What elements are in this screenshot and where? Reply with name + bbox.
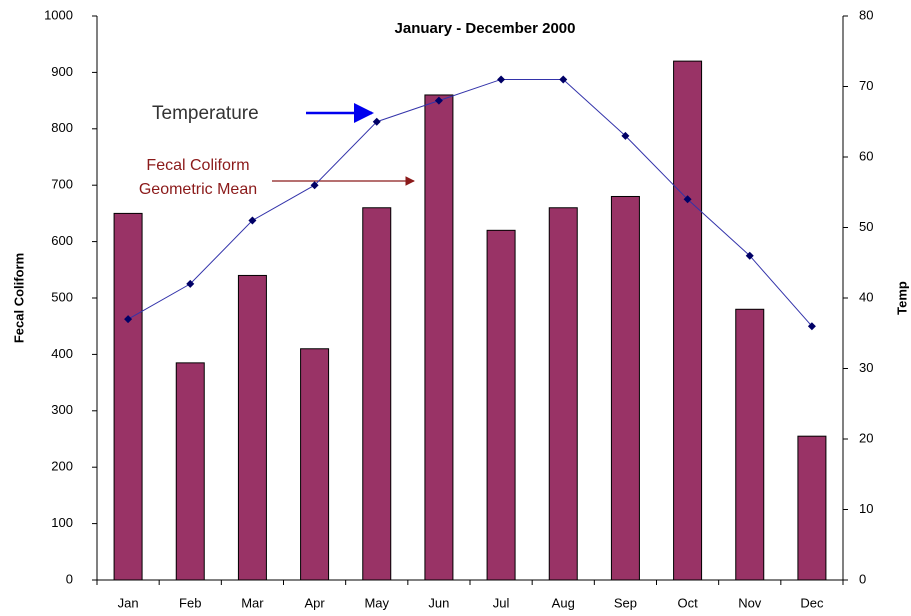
marker xyxy=(186,279,195,288)
marker xyxy=(745,251,754,260)
y-tick-label: 700 xyxy=(51,177,73,192)
bar xyxy=(237,274,267,581)
x-tick-label: Sep xyxy=(614,595,637,610)
y-tick-label: 400 xyxy=(51,346,73,361)
bar xyxy=(797,435,827,581)
bar xyxy=(548,207,578,581)
y2-tick-label: 30 xyxy=(859,360,873,375)
marker xyxy=(559,75,568,84)
annotation: Temperature xyxy=(152,103,259,124)
y2-tick-label: 60 xyxy=(859,148,873,163)
annotation: Geometric Mean xyxy=(139,181,257,198)
annotation: Fecal Coliform xyxy=(146,157,249,174)
x-tick-label: May xyxy=(364,595,389,610)
line xyxy=(127,78,813,327)
y2-tick-label: 80 xyxy=(859,7,873,22)
y-tick-label: 200 xyxy=(51,459,73,474)
y-tick-label: 600 xyxy=(51,233,73,248)
y2-tick-label: 0 xyxy=(859,571,866,586)
bar xyxy=(300,348,330,581)
marker xyxy=(124,315,133,324)
bar xyxy=(486,229,516,581)
marker xyxy=(310,181,319,190)
marker xyxy=(372,117,381,126)
x-tick-label: Jul xyxy=(493,595,510,610)
bar xyxy=(735,308,765,581)
y-tick-label: 100 xyxy=(51,515,73,530)
bar xyxy=(175,362,205,581)
y2-tick-label: 10 xyxy=(859,501,873,516)
y-tick-label: 0 xyxy=(66,571,73,586)
x-tick-label: Oct xyxy=(677,595,698,610)
marker xyxy=(683,195,692,204)
x-tick-label: Feb xyxy=(179,595,201,610)
y-tick-label: 300 xyxy=(51,402,73,417)
y2-tick-label: 20 xyxy=(859,430,873,445)
chart-title: January - December 2000 xyxy=(395,20,576,37)
y-tick-label: 900 xyxy=(51,64,73,79)
y-tick-label: 1000 xyxy=(44,7,73,22)
y-tick-label: 800 xyxy=(51,120,73,135)
marker xyxy=(434,96,443,105)
marker xyxy=(248,216,257,225)
y2-tick-label: 50 xyxy=(859,219,873,234)
x-tick-label: Dec xyxy=(800,595,824,610)
marker xyxy=(807,322,816,331)
y-tick-label: 500 xyxy=(51,289,73,304)
y2-axis-label: Temp xyxy=(894,281,909,315)
x-tick-label: Nov xyxy=(738,595,762,610)
x-tick-label: Jan xyxy=(118,595,139,610)
x-tick-label: Mar xyxy=(241,595,264,610)
x-tick-label: Jun xyxy=(428,595,449,610)
marker xyxy=(497,75,506,84)
y2-tick-label: 40 xyxy=(859,289,873,304)
bar xyxy=(610,195,640,581)
x-tick-label: Apr xyxy=(304,595,325,610)
bar xyxy=(424,94,454,581)
bar xyxy=(113,212,143,581)
x-tick-label: Aug xyxy=(552,595,575,610)
bar xyxy=(362,207,392,581)
y2-tick-label: 70 xyxy=(859,78,873,93)
marker xyxy=(621,131,630,140)
bar xyxy=(673,60,703,581)
y-axis-label: Fecal Coliform xyxy=(11,253,26,343)
